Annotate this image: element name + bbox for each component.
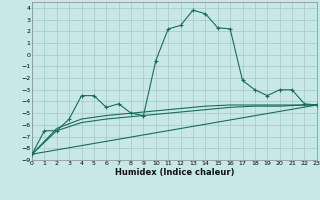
X-axis label: Humidex (Indice chaleur): Humidex (Indice chaleur): [115, 168, 234, 177]
